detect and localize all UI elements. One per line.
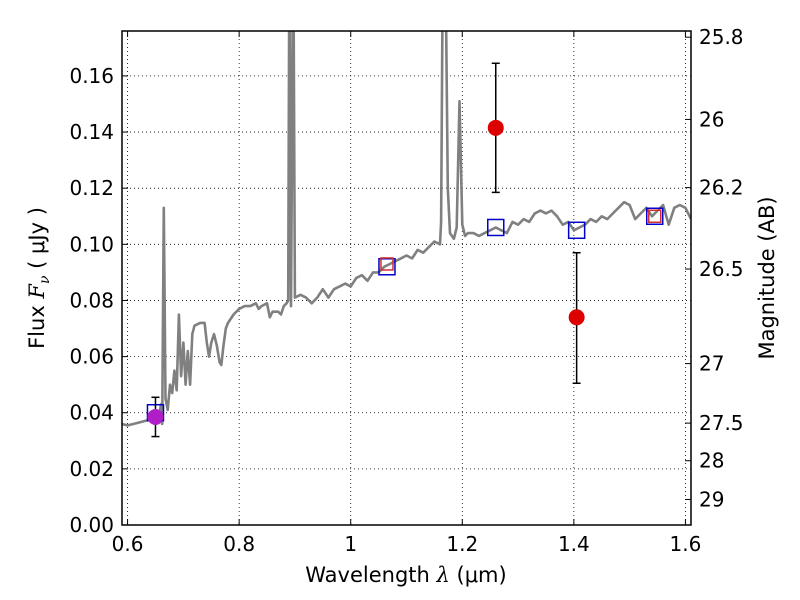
y-tick-label: 0.10: [69, 232, 114, 256]
spectrum-line: [122, 31, 691, 427]
axis-ticks: 0.6 0.8 1 1.2 1.4 1.6 0.00 0.02 0.04 0.06 0.08 0.10…: [69, 25, 743, 556]
data-point: [487, 119, 504, 136]
y2-tick-label: 26.5: [699, 257, 744, 281]
x-axis-label: Wavelength λ (μm): [305, 563, 506, 587]
photometry-square: [567, 221, 586, 240]
photometry-square: [380, 257, 394, 271]
y2-tick-label: 27: [699, 352, 724, 376]
photometry-square: [645, 207, 664, 225]
photometry-square: [647, 209, 662, 223]
plot-frame: [121, 30, 692, 526]
y2-tick-label: 29: [699, 487, 724, 511]
y-tick-label: 0.00: [69, 513, 114, 537]
y-axis-label: Flux Fν ( μJy ): [25, 207, 53, 349]
x-tick-label: 1.4: [558, 532, 590, 556]
y2-tick-label: 25.8: [699, 25, 744, 49]
y-tick-label: 0.14: [69, 120, 114, 144]
photometry-square: [487, 218, 505, 237]
x-tick-label: 0.8: [223, 532, 255, 556]
x-tick-label: 0.6: [112, 532, 144, 556]
y-tick-label: 0.08: [69, 288, 114, 312]
data-point: [568, 309, 585, 326]
y-tick-label: 0.12: [69, 176, 114, 200]
y2-tick-label: 26.2: [699, 176, 744, 200]
markers: [146, 62, 664, 438]
plot-area: [122, 31, 691, 427]
x-tick-label: 1.6: [670, 532, 702, 556]
y-tick-label: 0.16: [69, 64, 114, 88]
y-tick-label: 0.06: [69, 345, 114, 369]
grid: [122, 31, 691, 526]
y-tick-label: 0.02: [69, 457, 114, 481]
y2-tick-label: 28: [699, 449, 724, 473]
data-point: [147, 408, 164, 425]
x-tick-label: 1: [344, 532, 357, 556]
y2-tick-label: 27.5: [699, 411, 744, 435]
y-tick-label: 0.04: [69, 401, 114, 425]
photometry-square: [378, 258, 396, 276]
y2-tick-label: 26: [699, 107, 724, 131]
y2-axis-label: Magnitude (AB): [755, 196, 779, 359]
x-tick-label: 1.2: [446, 532, 478, 556]
